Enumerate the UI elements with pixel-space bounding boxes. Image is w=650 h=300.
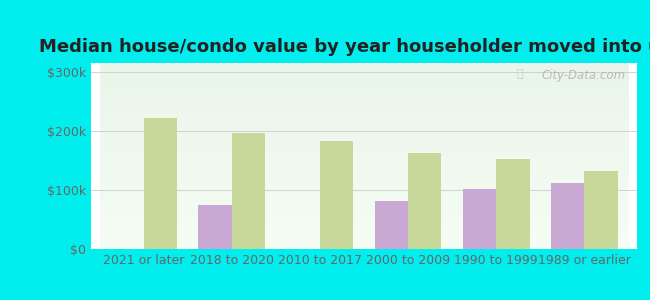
Text: ⦿: ⦿ bbox=[517, 69, 523, 79]
Text: City-Data.com: City-Data.com bbox=[542, 69, 626, 82]
Bar bbox=[584, 171, 618, 249]
Bar bbox=[408, 153, 441, 249]
Bar bbox=[551, 183, 584, 249]
Bar bbox=[198, 205, 232, 249]
Bar bbox=[463, 189, 496, 249]
Bar bbox=[320, 141, 354, 249]
Bar bbox=[374, 201, 408, 249]
Bar bbox=[144, 118, 177, 249]
Title: Median house/condo value by year householder moved into unit: Median house/condo value by year househo… bbox=[39, 38, 650, 56]
Bar bbox=[232, 133, 265, 249]
Bar bbox=[496, 159, 530, 249]
